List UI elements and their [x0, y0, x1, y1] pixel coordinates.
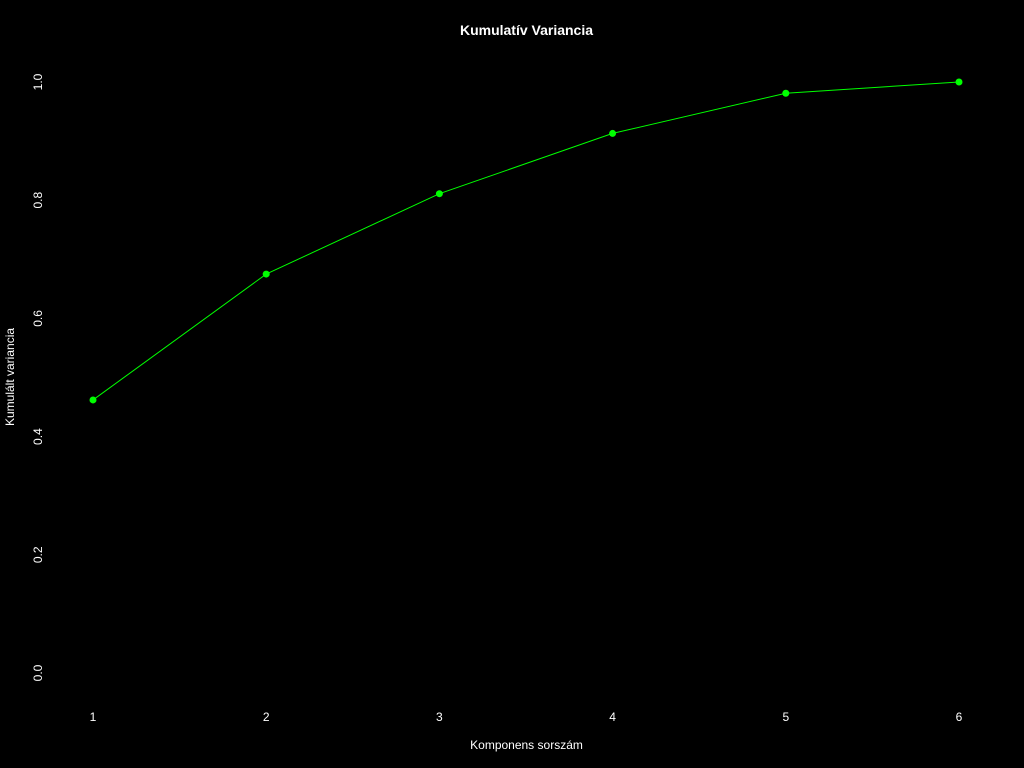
- x-tick-label: 6: [956, 710, 963, 724]
- y-tick-labels: 0.0 0.2 0.4 0.6 0.8 1.0: [31, 73, 45, 681]
- x-tick-labels: 1 2 3 4 5 6: [90, 710, 963, 724]
- y-tick-label: 1.0: [31, 73, 45, 90]
- x-tick-label: 2: [263, 710, 270, 724]
- data-point: [435, 190, 443, 198]
- x-tick-label: 5: [782, 710, 789, 724]
- plot-area: [89, 78, 963, 404]
- y-tick-label: 0.0: [31, 664, 45, 681]
- y-tick-label: 0.4: [31, 428, 45, 445]
- data-point: [262, 270, 270, 278]
- data-point: [782, 89, 790, 97]
- y-tick-label: 0.8: [31, 192, 45, 209]
- y-axis-label: Kumulált variancia: [3, 328, 17, 426]
- series-line: [92, 81, 960, 401]
- x-tick-label: 4: [609, 710, 616, 724]
- y-tick-label: 0.6: [31, 310, 45, 327]
- x-tick-label: 3: [436, 710, 443, 724]
- y-tick-label: 0.2: [31, 546, 45, 563]
- chart-title: Kumulatív Variancia: [460, 22, 593, 38]
- data-point: [955, 78, 963, 86]
- x-tick-label: 1: [90, 710, 97, 724]
- data-point: [89, 396, 97, 404]
- data-point: [609, 129, 617, 137]
- x-axis-label: Komponens sorszám: [470, 738, 583, 752]
